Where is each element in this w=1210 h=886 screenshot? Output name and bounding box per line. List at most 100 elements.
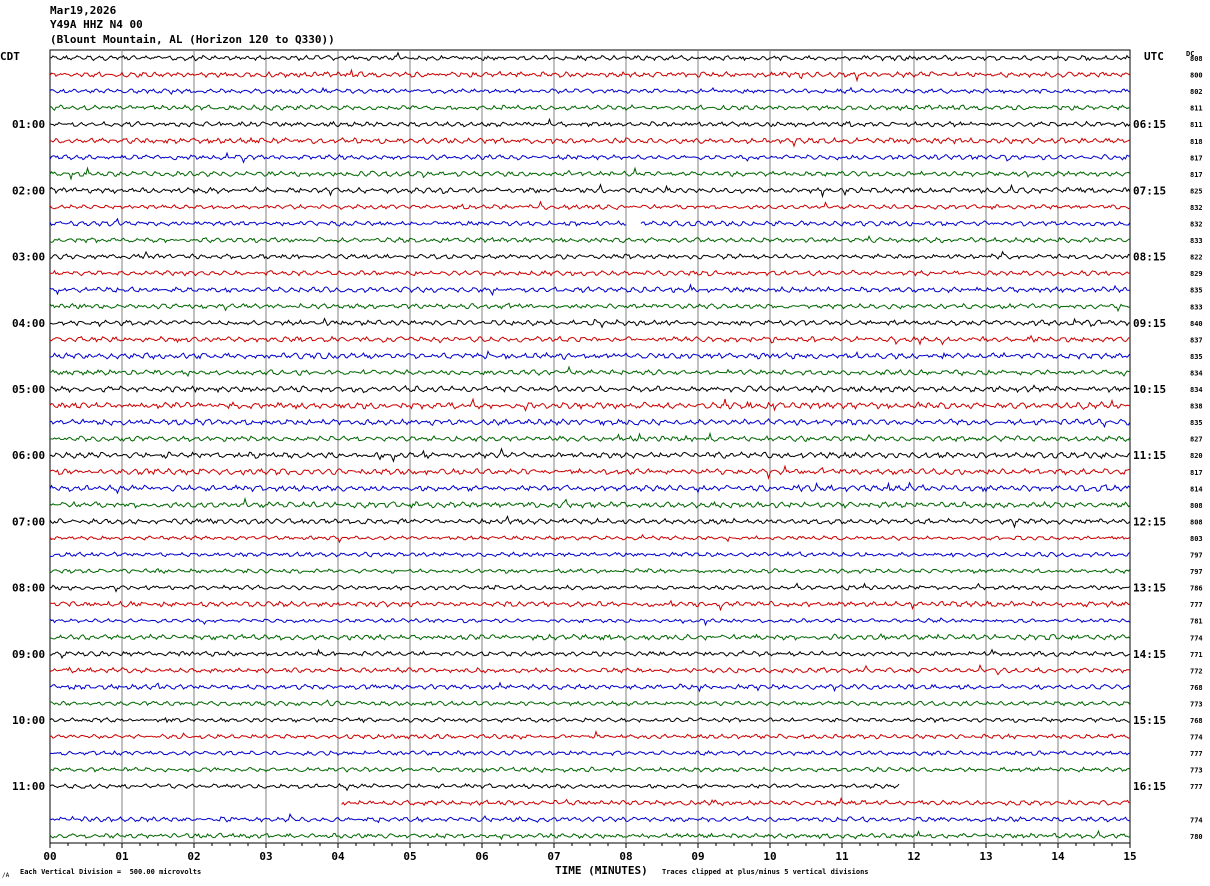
x-tick-label: 12 (907, 850, 920, 863)
dc-offset-label: 817 (1190, 171, 1203, 179)
seismic-trace (49, 633, 1131, 641)
x-tick-label: 14 (1051, 850, 1065, 863)
x-tick-label: 08 (619, 850, 632, 863)
x-tick-label: 03 (259, 850, 272, 863)
dc-offset-label: 797 (1190, 568, 1203, 576)
seismic-trace (49, 599, 1131, 612)
dc-offset-label: 822 (1190, 254, 1203, 262)
dc-offset-label: 786 (1190, 585, 1203, 593)
x-tick-label: 05 (403, 850, 416, 863)
seismic-trace (49, 533, 1131, 544)
dc-offset-label: 777 (1190, 783, 1203, 791)
dc-offset-label: 771 (1190, 651, 1203, 659)
seismic-trace (49, 515, 1131, 529)
dc-offset-label: 814 (1190, 485, 1203, 493)
right-hour-label: 10:15 (1133, 383, 1166, 396)
dc-offset-label: 817 (1190, 469, 1203, 477)
left-hour-label: 07:00 (12, 515, 45, 528)
left-hour-label: 08:00 (12, 582, 45, 595)
seismic-trace (49, 447, 1131, 463)
dc-offset-label: 774 (1190, 634, 1203, 642)
dc-offset-label: 820 (1190, 452, 1203, 460)
right-hour-label: 12:15 (1133, 515, 1166, 528)
seismic-trace (49, 217, 1131, 227)
dc-column-header: DC (1186, 50, 1195, 58)
header-date: Mar19,2026 (50, 4, 117, 17)
dc-offset-label: 825 (1190, 187, 1203, 195)
seismic-trace (49, 551, 1131, 558)
seismic-trace (49, 648, 1131, 660)
dc-offset-label: 768 (1190, 684, 1203, 692)
dc-offset-label: 835 (1190, 287, 1203, 295)
right-hour-label: 11:15 (1133, 449, 1166, 462)
right-hour-label: 07:15 (1133, 184, 1166, 197)
seismic-trace (50, 51, 1131, 62)
seismic-trace (49, 464, 1131, 480)
seismic-trace (49, 283, 1131, 297)
header-location: (Blount Mountain, AL (Horizon 120 to Q33… (50, 33, 335, 46)
dc-offset-label: 834 (1190, 386, 1203, 394)
x-tick-label: 07 (547, 850, 560, 863)
seismic-trace (50, 699, 1131, 707)
right-timezone-label: UTC (1144, 50, 1164, 63)
dc-offset-label: 835 (1190, 419, 1203, 427)
right-hour-label: 13:15 (1133, 582, 1166, 595)
x-axis-title: TIME (MINUTES) (555, 864, 648, 877)
dc-offset-label: 837 (1190, 336, 1203, 344)
right-hour-label: 09:15 (1133, 317, 1166, 330)
dc-offset-label: 818 (1190, 138, 1203, 146)
seismic-trace (49, 431, 1131, 443)
seismic-trace (49, 766, 1131, 774)
seismic-trace (49, 302, 1131, 313)
seismic-trace (49, 365, 1131, 378)
left-hour-label: 09:00 (12, 648, 45, 661)
seismic-trace (49, 782, 900, 792)
seismic-trace (49, 86, 1131, 96)
dc-offset-label: 808 (1190, 518, 1203, 526)
dc-offset-label: 772 (1190, 667, 1203, 675)
left-timezone-label: CDT (0, 50, 20, 63)
dc-offset-label: 833 (1190, 237, 1203, 245)
right-hour-label: 06:15 (1133, 118, 1166, 131)
seismic-trace (49, 200, 1131, 211)
clip-note: Traces clipped at plus/minus 5 vertical … (662, 868, 869, 876)
left-hour-label: 05:00 (12, 383, 45, 396)
dc-offset-label: 781 (1190, 618, 1203, 626)
seismic-trace (49, 749, 1131, 757)
seismic-trace (49, 481, 1131, 495)
dc-offset-label: 833 (1190, 303, 1203, 311)
dc-offset-label: 774 (1190, 734, 1203, 742)
dc-offset-label: 808 (1190, 55, 1203, 63)
dc-offset-label: 797 (1190, 552, 1203, 560)
seismic-trace (49, 829, 1131, 841)
x-tick-label: 15 (1123, 850, 1136, 863)
left-hour-label: 06:00 (12, 449, 45, 462)
seismic-trace (49, 183, 1131, 199)
corner-mark: /A (2, 872, 10, 879)
seismic-trace (49, 117, 1131, 128)
x-tick-label: 00 (43, 850, 56, 863)
x-tick-label: 01 (115, 850, 129, 863)
header-station: Y49A HHZ N4 00 (50, 18, 143, 31)
seismic-trace (49, 269, 1131, 277)
right-hour-label: 16:15 (1133, 780, 1166, 793)
x-tick-label: 10 (763, 850, 776, 863)
dc-offset-label: 777 (1190, 601, 1203, 609)
seismic-trace (49, 716, 1131, 724)
dc-offset-label: 808 (1190, 502, 1203, 510)
dc-offset-label: 773 (1190, 767, 1203, 775)
seismic-trace (49, 397, 1131, 412)
seismic-trace (49, 582, 1131, 593)
right-hour-label: 15:15 (1133, 714, 1166, 727)
seismic-trace (49, 350, 1131, 361)
seismic-trace (49, 812, 1131, 824)
scale-note: Each Vertical Division = 500.00 microvol… (20, 868, 202, 876)
dc-offset-label: 832 (1190, 204, 1203, 212)
dc-offset-label: 777 (1190, 750, 1203, 758)
dc-offset-label: 838 (1190, 403, 1203, 411)
dc-offset-label: 773 (1190, 700, 1203, 708)
seismic-trace (49, 104, 1131, 111)
seismic-trace (49, 617, 1131, 627)
dc-offset-label: 832 (1190, 221, 1203, 229)
